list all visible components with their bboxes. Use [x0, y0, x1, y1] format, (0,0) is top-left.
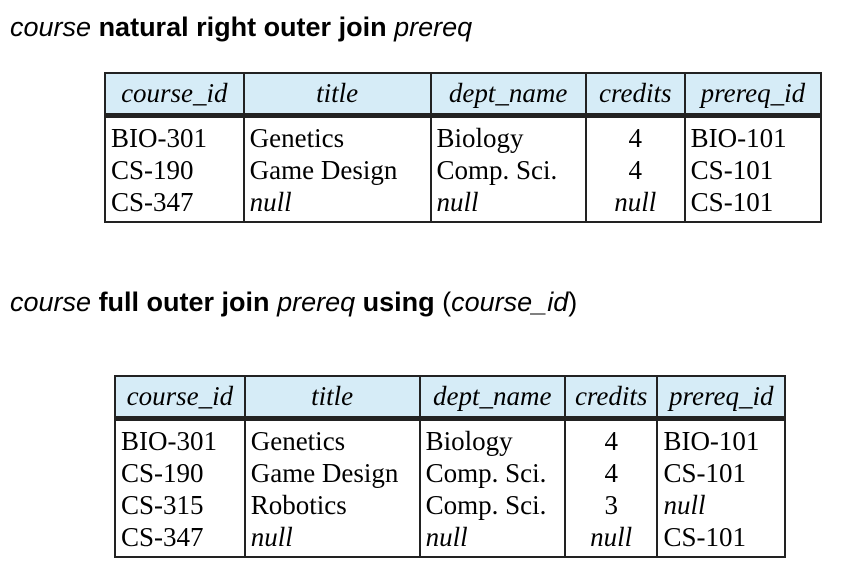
table-cell: CS-190 [104, 155, 245, 187]
table-cell: CS-347 [104, 187, 245, 223]
table-cell: null [418, 522, 566, 558]
heading-using-keyword: using [362, 287, 435, 317]
heading-full-outer-join: course full outer join prereq using (cou… [10, 289, 577, 316]
heading-relation-course: course [10, 287, 92, 317]
table-cell: Comp. Sci. [418, 458, 566, 490]
table-cell: null [243, 522, 421, 558]
table-row: CS-315 Robotics Comp. Sci. 3 null [114, 490, 786, 522]
table-cell: BIO-301 [104, 113, 245, 155]
table-row: CS-190 Game Design Comp. Sci. 4 CS-101 [114, 458, 786, 490]
table-cell: 4 [584, 155, 686, 187]
table-row: CS-190 Game Design Comp. Sci. 4 CS-101 [104, 155, 823, 187]
table-cell: null [584, 187, 686, 223]
heading-operator: natural right outer join [98, 12, 387, 42]
heading-relation-prereq: prereq [394, 12, 473, 42]
table-cell: null [563, 522, 659, 558]
table-row: CS-347 null null null CS-101 [104, 187, 823, 223]
table-cell: CS-101 [683, 187, 823, 223]
column-header: title [243, 375, 421, 420]
heading-right-outer-join: course natural right outer join prereq [10, 14, 472, 41]
table-cell: 3 [563, 490, 659, 522]
right-outer-join-result-table: course_id title dept_name credits prereq… [104, 72, 823, 223]
table-cell: BIO-101 [656, 416, 786, 458]
heading-open-paren: ( [442, 287, 452, 317]
table-cell: BIO-101 [683, 113, 823, 155]
table-cell: Robotics [243, 490, 421, 522]
column-header: prereq_id [683, 72, 823, 117]
heading-attribute: course_id [451, 287, 569, 317]
column-header: credits [584, 72, 686, 117]
table-cell: Comp. Sci. [429, 155, 587, 187]
column-header: course_id [104, 72, 245, 117]
full-outer-join-result-table: course_id title dept_name credits prereq… [114, 375, 786, 558]
table-cell: 4 [563, 458, 659, 490]
table-cell: Genetics [243, 416, 421, 458]
table-cell: Game Design [242, 155, 432, 187]
column-header: title [242, 72, 432, 117]
table-cell: CS-101 [683, 155, 823, 187]
table-cell: CS-347 [114, 522, 246, 558]
column-header: course_id [114, 375, 246, 420]
table-cell: null [242, 187, 432, 223]
table-cell: null [656, 490, 786, 522]
heading-relation-course: course [10, 12, 92, 42]
column-header: credits [563, 375, 659, 420]
table-cell: 4 [584, 113, 686, 155]
table-header-row: course_id title dept_name credits prereq… [104, 72, 823, 117]
heading-relation-prereq: prereq [277, 287, 356, 317]
column-header: dept_name [429, 72, 587, 117]
table-cell: 4 [563, 416, 659, 458]
table-cell: Genetics [242, 113, 432, 155]
table-row: BIO-301 Genetics Biology 4 BIO-101 [114, 416, 786, 458]
table-cell: CS-101 [656, 522, 786, 558]
column-header: dept_name [418, 375, 566, 420]
table-cell: Game Design [243, 458, 421, 490]
table-cell: CS-190 [114, 458, 246, 490]
heading-close-paren: ) [568, 287, 578, 317]
table-row: BIO-301 Genetics Biology 4 BIO-101 [104, 113, 823, 155]
table-cell: Comp. Sci. [418, 490, 566, 522]
table-cell: CS-315 [114, 490, 246, 522]
table-row: CS-347 null null null CS-101 [114, 522, 786, 558]
table-cell: Biology [429, 113, 587, 155]
column-header: prereq_id [656, 375, 786, 420]
table-cell: null [429, 187, 587, 223]
table-cell: Biology [418, 416, 566, 458]
table-header-row: course_id title dept_name credits prereq… [114, 375, 786, 420]
table-cell: BIO-301 [114, 416, 246, 458]
table-cell: CS-101 [656, 458, 786, 490]
heading-operator: full outer join [98, 287, 270, 317]
